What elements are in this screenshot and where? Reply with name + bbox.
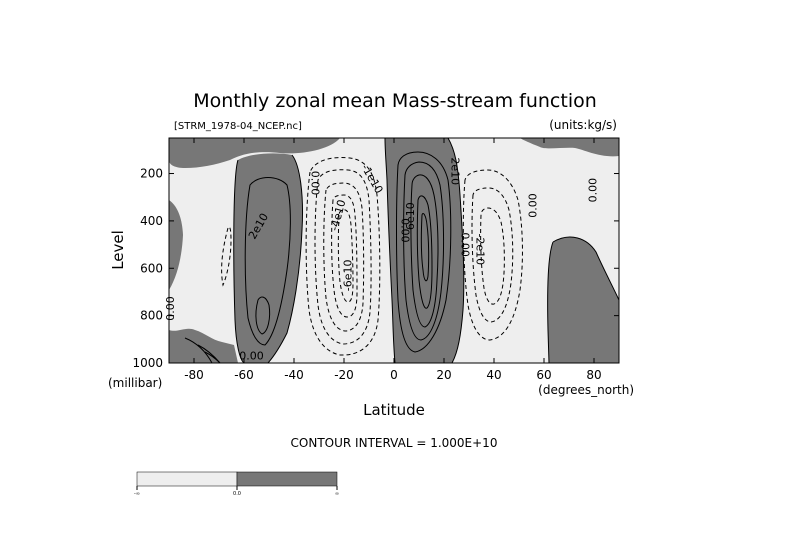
contour-line <box>447 138 465 363</box>
y-tick-label: 200 <box>140 167 163 181</box>
shaded-region-top-left <box>169 138 340 168</box>
contour-line <box>420 212 430 282</box>
colorbar-swatch <box>136 471 238 487</box>
shaded-region-left-top <box>169 200 183 290</box>
contour-label: 0.00 <box>399 218 412 243</box>
x-tick-label: 40 <box>486 368 501 382</box>
colorbar-label: ∞ <box>335 491 339 497</box>
contour-line <box>221 226 232 287</box>
shaded-region-southern-cell <box>233 153 303 363</box>
zero-contours <box>233 138 619 363</box>
contour-label: -6e10 <box>342 260 355 292</box>
contour-line <box>480 207 505 305</box>
colorbar-swatch <box>236 471 338 487</box>
x-axis: -80 -60 -40 -20 0 20 40 60 80 <box>184 138 602 382</box>
contour-line <box>233 159 245 363</box>
y-axis-unit: (millibar) <box>108 376 162 390</box>
x-tick-label: -20 <box>334 368 354 382</box>
contour-line <box>547 241 554 363</box>
contour-line <box>305 157 381 356</box>
contour-line <box>552 236 619 301</box>
x-axis-unit: (degrees_north) <box>538 383 634 397</box>
x-tick-label: -40 <box>284 368 304 382</box>
shaded-region-left-bottom <box>169 328 238 363</box>
contour-line <box>204 351 221 363</box>
contour-line <box>384 138 396 363</box>
negative-contours <box>221 157 523 356</box>
x-tick-label: 20 <box>436 368 451 382</box>
contour-label: 0.00 <box>527 193 540 218</box>
contour-label: 2e10 <box>449 157 462 185</box>
contour-line <box>416 195 433 309</box>
contour-line <box>403 161 445 341</box>
contour-label: 6e10 <box>404 202 417 230</box>
contour-line <box>314 169 372 345</box>
y-axis: 200 400 600 800 1000 <box>132 167 619 370</box>
contour-line <box>244 177 291 346</box>
colorbar-label: 0.0 <box>233 491 241 497</box>
contour-line <box>410 174 439 328</box>
plot-area <box>168 137 620 364</box>
contour-line <box>462 169 523 341</box>
contour-line <box>396 151 452 353</box>
x-tick-label: -80 <box>184 368 204 382</box>
contour-line <box>184 337 213 363</box>
contour-line <box>323 182 365 332</box>
contour-label: 0.00 <box>164 296 177 321</box>
chart-title: Monthly zonal mean Mass-stream function <box>193 90 597 112</box>
contour-label: 0.00 <box>587 178 600 203</box>
contour-line <box>255 296 271 335</box>
x-tick-label: 60 <box>536 368 551 382</box>
contour-label: 0.00 <box>309 171 322 196</box>
x-tick-label: 0 <box>390 368 398 382</box>
colorbar-label: -∞ <box>134 491 140 497</box>
shaded-region-northern-cell <box>547 237 619 363</box>
x-tick-label: -60 <box>234 368 254 382</box>
y-tick-label: 800 <box>140 309 163 323</box>
y-tick-label: 600 <box>140 261 163 275</box>
colorbar: -∞ 0.0 ∞ <box>134 471 339 497</box>
contour-interval-text: CONTOUR INTERVAL = 1.000E+10 <box>291 436 498 450</box>
positive-contours <box>184 151 452 363</box>
contour-label: 0.00 <box>459 232 472 257</box>
units-label: (units:kg/s) <box>549 118 617 132</box>
contour-line <box>267 154 303 363</box>
contour-label: 0.00 <box>239 349 264 362</box>
y-tick-label: 400 <box>140 214 163 228</box>
y-axis-label: Level <box>109 230 127 270</box>
y-tick-label: 1000 <box>132 356 163 370</box>
source-label: [STRM_1978-04_NCEP.nc] <box>174 121 302 132</box>
contour-label: -2e10 <box>474 233 487 265</box>
x-tick-label: 80 <box>586 368 601 382</box>
x-axis-label: Latitude <box>363 401 425 419</box>
contour-line <box>331 194 358 318</box>
